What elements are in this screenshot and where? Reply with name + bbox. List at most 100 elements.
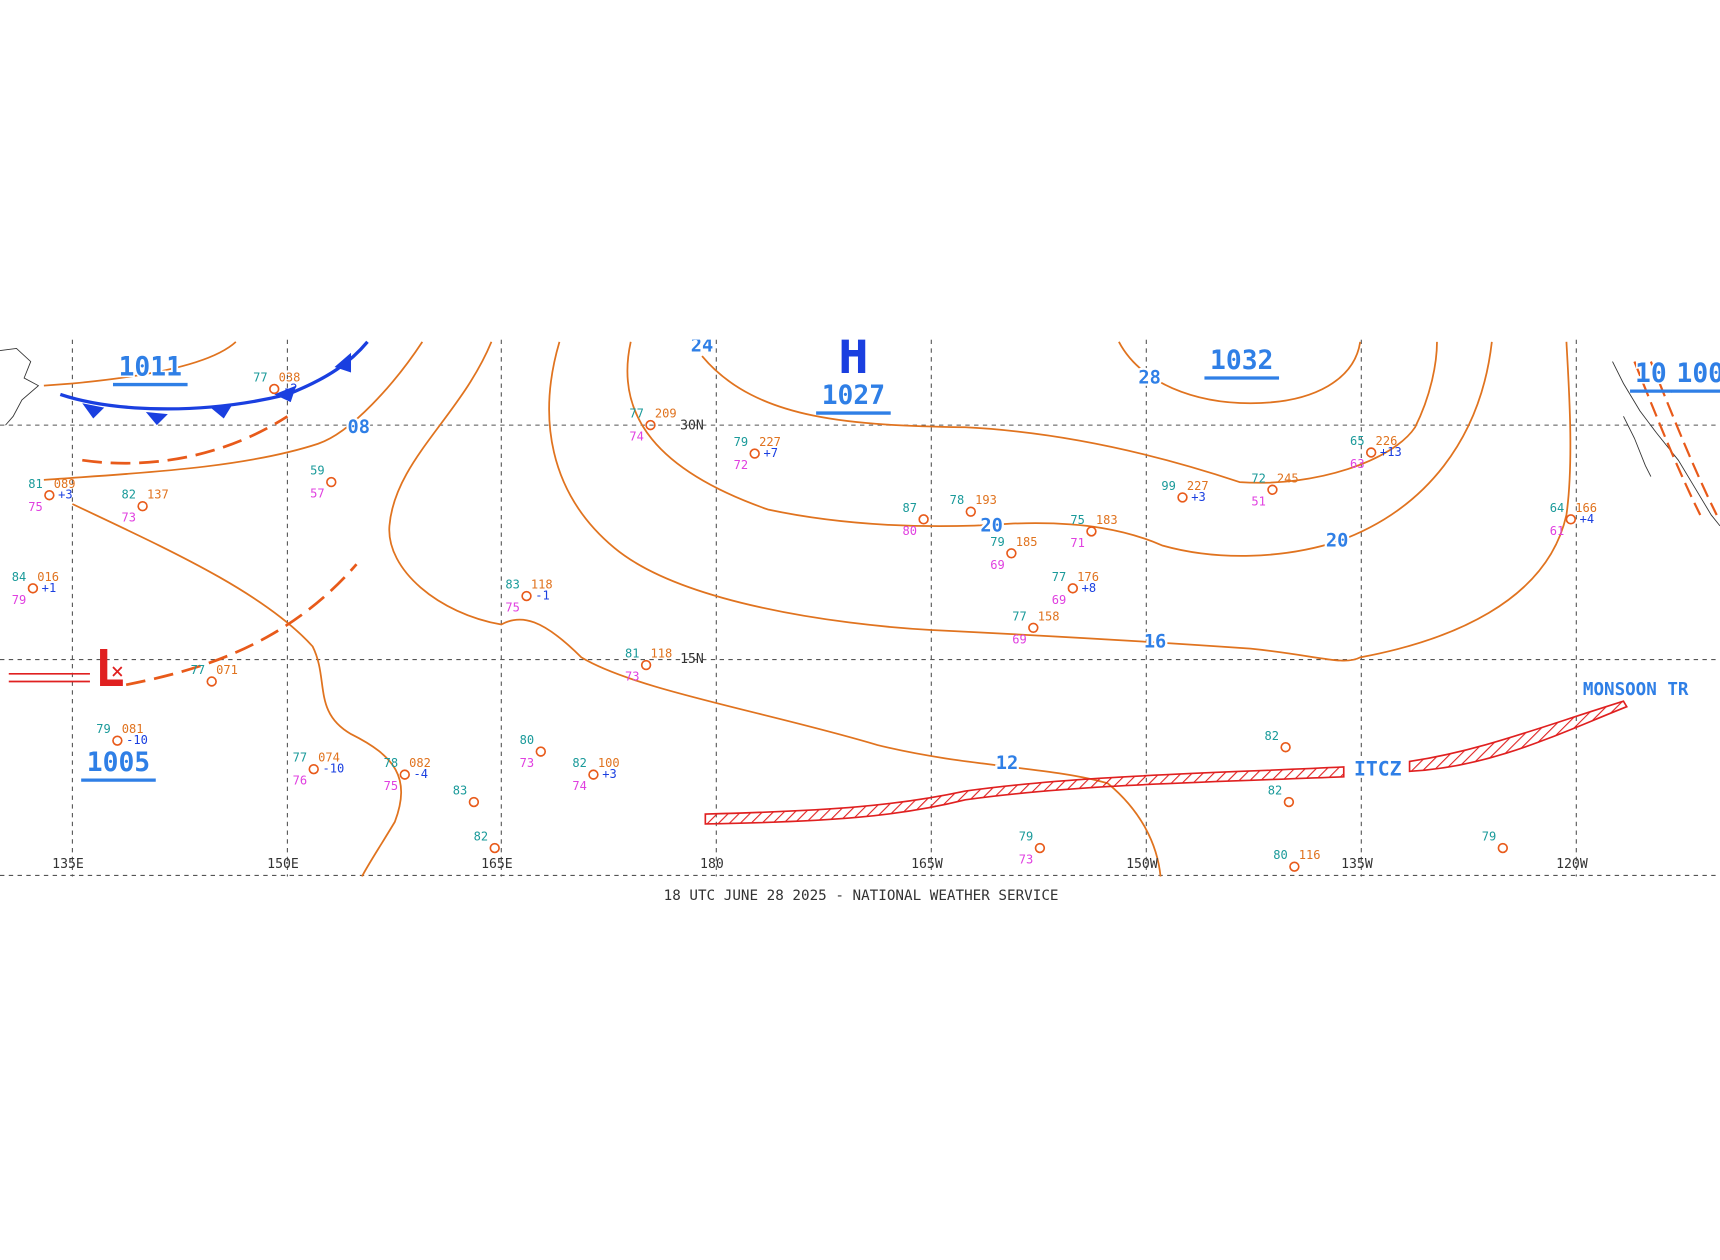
station: 84 016 79 +1 bbox=[12, 570, 59, 607]
station-tendency: +3 bbox=[602, 767, 617, 781]
station-temperature: 72 bbox=[1251, 471, 1266, 485]
station-tendency: -1 bbox=[535, 589, 550, 603]
station-pressure: 118 bbox=[650, 647, 672, 661]
station-temperature: 79 bbox=[1019, 830, 1034, 844]
station-marker bbox=[112, 735, 123, 746]
station-temperature: 83 bbox=[453, 784, 468, 798]
station-temperature: 79 bbox=[734, 435, 749, 449]
station: 75 183 71 bbox=[1070, 513, 1117, 550]
station-pressure: 245 bbox=[1277, 471, 1299, 485]
station-marker bbox=[1497, 842, 1509, 854]
isobar bbox=[388, 341, 1162, 877]
station-pressure: 183 bbox=[1096, 513, 1118, 527]
trough bbox=[125, 563, 358, 687]
station-temperature: 82 bbox=[474, 830, 489, 844]
station-dewpoint: 73 bbox=[121, 511, 136, 525]
station: 83 bbox=[453, 784, 480, 808]
station-temperature: 77 bbox=[191, 663, 206, 677]
cold-front bbox=[59, 340, 369, 411]
isobar-label: 16 bbox=[1144, 632, 1166, 653]
station-marker bbox=[1565, 514, 1577, 525]
station-dewpoint: 75 bbox=[505, 601, 520, 615]
station: 82 100 74 +3 bbox=[572, 756, 619, 793]
isobars bbox=[43, 341, 1572, 877]
station-tendency: +1 bbox=[42, 581, 57, 595]
station-marker bbox=[399, 769, 410, 780]
station-temperature: 99 bbox=[1161, 479, 1176, 493]
station-temperature: 83 bbox=[505, 578, 520, 592]
longitude-label: 120W bbox=[1556, 857, 1588, 872]
station: 79 185 69 bbox=[990, 535, 1037, 572]
station: 77 176 69 +8 bbox=[1052, 570, 1099, 607]
isobar bbox=[43, 341, 424, 481]
station-pressure: 209 bbox=[655, 407, 677, 421]
station-pressure: 227 bbox=[1187, 479, 1209, 493]
station-pressure: 227 bbox=[759, 435, 781, 449]
station-temperature: 78 bbox=[950, 493, 965, 507]
isobar bbox=[548, 341, 1572, 662]
monsoon-band bbox=[1408, 700, 1628, 773]
station-pressure: 082 bbox=[409, 756, 431, 770]
isobar-label: 20 bbox=[980, 515, 1002, 536]
station-temperature: 75 bbox=[1070, 513, 1085, 527]
station-marker bbox=[308, 763, 319, 775]
station-dewpoint: 69 bbox=[1012, 632, 1027, 646]
station-tendency: +3 bbox=[1191, 490, 1206, 504]
station-marker bbox=[749, 448, 760, 459]
station: 79 227 72 +7 bbox=[734, 435, 781, 472]
coastlines bbox=[0, 347, 1720, 527]
isobar-label: 20 bbox=[1326, 531, 1348, 552]
footer: 18 UTC JUNE 28 2025 - NATIONAL WEATHER S… bbox=[664, 888, 1059, 904]
station-temperature: 80 bbox=[520, 733, 535, 747]
station-temperature: 79 bbox=[990, 535, 1005, 549]
station-marker bbox=[965, 506, 977, 517]
station: 99 227+3 bbox=[1161, 479, 1208, 504]
station-marker bbox=[1086, 526, 1097, 537]
station: 77 038-2 bbox=[253, 371, 300, 396]
station-temperature: 82 bbox=[1268, 784, 1283, 798]
itcz-band bbox=[704, 766, 1345, 825]
pressure-value: 1027 bbox=[822, 381, 885, 411]
station-tendency: +7 bbox=[763, 446, 778, 460]
station-marker bbox=[269, 383, 280, 395]
station: 77 071 bbox=[191, 663, 238, 687]
station: 82 bbox=[1265, 729, 1291, 753]
pressure-symbol: H bbox=[838, 326, 868, 385]
graticule bbox=[0, 339, 1720, 877]
station-marker bbox=[1289, 861, 1300, 872]
isobar bbox=[43, 341, 237, 387]
station-marker bbox=[1034, 842, 1046, 854]
station: 65 226 63 +13 bbox=[1350, 434, 1402, 471]
station-tendency: +8 bbox=[1082, 581, 1097, 595]
station-dewpoint: 73 bbox=[625, 670, 640, 684]
station-marker bbox=[27, 583, 39, 594]
longitude-label: 165E bbox=[481, 857, 513, 872]
station-dewpoint: 75 bbox=[28, 500, 43, 514]
station: 80 73 bbox=[520, 733, 547, 770]
pressure-value: 1011 bbox=[119, 353, 182, 383]
station: 79 081-10 bbox=[96, 722, 148, 747]
station-temperature: 79 bbox=[1482, 830, 1497, 844]
station-pressure: 176 bbox=[1077, 570, 1099, 584]
isobar-label: 08 bbox=[347, 417, 369, 438]
longitude-label: 135E bbox=[52, 857, 84, 872]
station: 87 80 bbox=[903, 501, 929, 538]
station-dewpoint: 74 bbox=[629, 430, 644, 444]
longitude-label: 180 bbox=[700, 857, 724, 872]
isobar bbox=[72, 503, 403, 877]
isobar bbox=[1118, 341, 1362, 405]
pressure-value: 1032 bbox=[1210, 346, 1273, 376]
station-dewpoint: 72 bbox=[734, 458, 749, 472]
station-dewpoint: 76 bbox=[293, 774, 308, 788]
station: 59 57 bbox=[310, 464, 337, 501]
pressure-value: 100 bbox=[1676, 359, 1720, 389]
station-dewpoint: 73 bbox=[1019, 853, 1034, 867]
station: 82 137 73 bbox=[121, 488, 168, 525]
station-pressure: 166 bbox=[1575, 501, 1597, 515]
station-pressure: 089 bbox=[54, 477, 76, 491]
station: 79 bbox=[1482, 830, 1509, 854]
station-temperature: 79 bbox=[96, 722, 111, 736]
station-temperature: 77 bbox=[1052, 570, 1067, 584]
station-dewpoint: 51 bbox=[1251, 494, 1266, 508]
station-marker bbox=[489, 842, 500, 854]
